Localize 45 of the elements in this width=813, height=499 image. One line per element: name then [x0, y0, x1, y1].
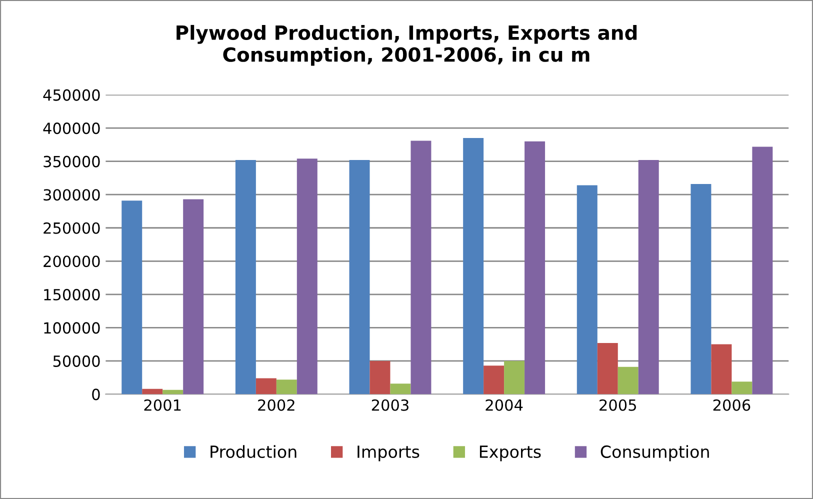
bar — [597, 342, 618, 394]
y-tick-label: 450000 — [43, 89, 100, 101]
bar — [752, 146, 773, 394]
bar — [122, 200, 142, 394]
y-tick-label: 100000 — [44, 322, 100, 334]
bar — [576, 185, 598, 394]
bar — [296, 158, 318, 394]
x-tick-label: 2002 — [258, 399, 294, 411]
bar — [256, 378, 276, 394]
legend-label: Exports — [480, 446, 541, 462]
bar — [463, 138, 484, 394]
bar — [349, 160, 370, 394]
y-tick-label: 300000 — [44, 189, 100, 201]
y-tick-label: 150000 — [44, 288, 100, 300]
bar — [162, 390, 184, 394]
bar — [638, 160, 659, 394]
bar — [276, 380, 297, 394]
bar — [370, 360, 390, 394]
legend-label: Imports — [358, 446, 420, 462]
legend-label: Production — [210, 445, 296, 458]
bar — [142, 388, 163, 394]
y-tick-label: 200000 — [44, 256, 100, 268]
bar — [235, 160, 256, 394]
bar — [183, 199, 204, 394]
y-tick-label: 0 — [92, 388, 100, 400]
legend-label: Consumption — [600, 445, 709, 462]
x-tick-label: 2004 — [486, 399, 523, 411]
bar — [484, 366, 504, 394]
y-tick-label: 350000 — [44, 156, 100, 168]
bar — [690, 184, 712, 394]
bar — [504, 360, 525, 394]
y-tick-label: 250000 — [44, 222, 100, 234]
chart-title: Plywood Production, Imports, Exports and Consumption, 2001-2006, in cu m — [176, 24, 637, 66]
y-tick-label: 400000 — [43, 122, 100, 134]
bar — [390, 384, 411, 394]
bar — [410, 140, 432, 394]
bar — [618, 366, 638, 394]
x-tick-label: 2005 — [600, 399, 636, 411]
x-tick-label: 2001 — [144, 399, 181, 411]
bar — [732, 382, 752, 394]
y-tick-label: 50000 — [53, 355, 100, 367]
x-tick-label: 2003 — [372, 399, 408, 411]
bar — [711, 344, 732, 394]
x-tick-label: 2006 — [713, 399, 750, 411]
bar — [524, 141, 546, 394]
